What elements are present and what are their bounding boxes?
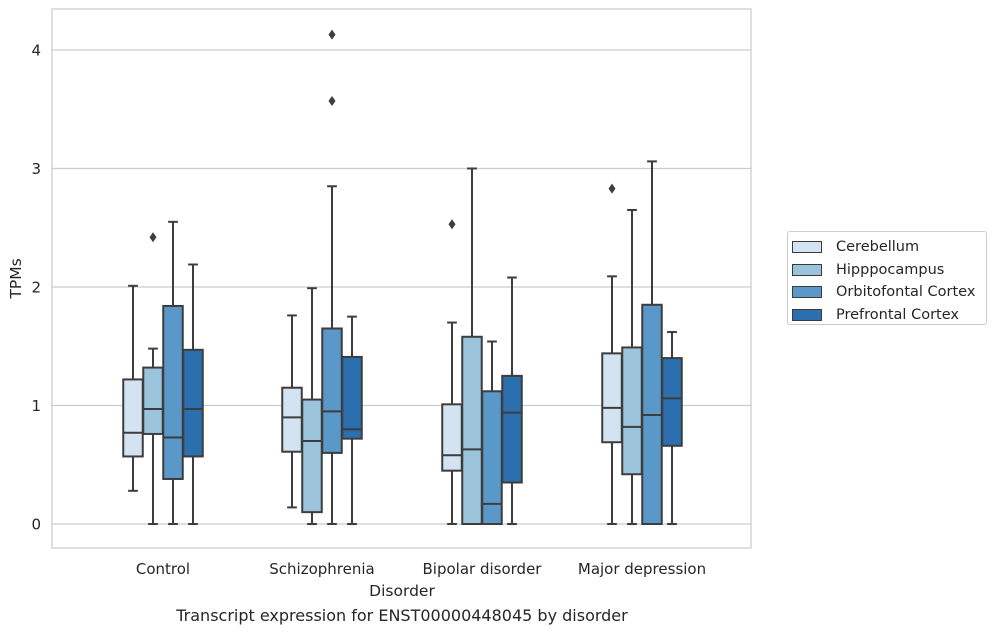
x-axis-label: Disorder — [369, 582, 435, 600]
plot-area-frame — [51, 8, 752, 549]
y-tick-label: 3 — [31, 160, 41, 178]
legend-item-hippocampus: Hipppocampus — [792, 259, 986, 282]
box-iqr — [142, 366, 164, 435]
legend-label-orbitofrontal: Orbitofontal Cortex — [836, 284, 976, 301]
x-tick-label: Bipolar disorder — [423, 560, 543, 578]
box-hipppocampus — [461, 167, 483, 525]
box-iqr — [162, 304, 184, 480]
box-prefrontal-cortex — [341, 315, 363, 525]
box-prefrontal-cortex — [661, 331, 683, 525]
chart-legend: Cerebellum Hipppocampus Orbitofontal Cor… — [787, 231, 987, 325]
box-iqr — [321, 327, 343, 454]
box-orbitofontal-cortex — [321, 29, 343, 525]
y-tick-label: 4 — [31, 42, 41, 60]
box-cerebellum — [601, 183, 623, 525]
box-orbitofontal-cortex — [481, 340, 503, 525]
y-tick-label: 0 — [31, 516, 41, 534]
outlier-point — [328, 95, 336, 106]
legend-label-prefrontal: Prefrontal Cortex — [836, 306, 959, 323]
y-tick-label: 1 — [31, 397, 41, 415]
legend-swatch-hippocampus — [792, 263, 822, 276]
box-iqr — [601, 352, 623, 444]
box-hipppocampus — [142, 232, 164, 525]
box-hipppocampus — [301, 287, 323, 525]
box-orbitofontal-cortex — [641, 160, 663, 525]
box-iqr — [501, 374, 523, 484]
legend-label-cerebellum: Cerebellum — [836, 239, 920, 256]
box-iqr — [122, 378, 144, 458]
box-iqr — [341, 355, 363, 440]
legend-swatch-orbitofrontal — [792, 286, 822, 299]
box-orbitofontal-cortex — [162, 220, 184, 525]
box-prefrontal-cortex — [182, 263, 204, 525]
box-series — [122, 29, 683, 525]
legend-label-hippocampus: Hipppocampus — [836, 261, 945, 278]
legend-item-prefrontal: Prefrontal Cortex — [792, 304, 986, 327]
x-tick-label: Major depression — [578, 560, 706, 578]
box-cerebellum — [122, 284, 144, 492]
box-iqr — [461, 335, 483, 525]
box-iqr — [182, 348, 204, 458]
legend-swatch-prefrontal — [792, 308, 822, 321]
legend-item-cerebellum: Cerebellum — [792, 236, 986, 259]
x-tick-label: Schizophrenia — [269, 560, 374, 578]
figure-caption: Transcript expression for ENST0000044804… — [176, 606, 628, 625]
y-tick-label: 2 — [31, 279, 41, 297]
box-hipppocampus — [621, 208, 643, 525]
box-iqr — [661, 357, 683, 447]
legend-item-orbitofrontal: Orbitofontal Cortex — [792, 281, 986, 304]
box-iqr — [621, 346, 643, 476]
legend-swatch-cerebellum — [792, 241, 822, 254]
box-prefrontal-cortex — [501, 276, 523, 525]
outlier-point — [448, 219, 456, 230]
box-iqr — [301, 398, 323, 514]
box-cerebellum — [441, 219, 463, 525]
box-iqr — [281, 386, 303, 453]
box-iqr — [441, 403, 463, 472]
outlier-point — [608, 183, 616, 194]
box-cerebellum — [281, 314, 303, 509]
x-tick-label: Control — [136, 560, 190, 578]
axis-ticks: 0 1 2 3 4 Control Schizophrenia Bipolar disorde… — [31, 42, 706, 579]
y-axis-label: TPMs — [7, 258, 25, 299]
outlier-point — [328, 29, 336, 40]
outlier-point — [149, 232, 157, 243]
